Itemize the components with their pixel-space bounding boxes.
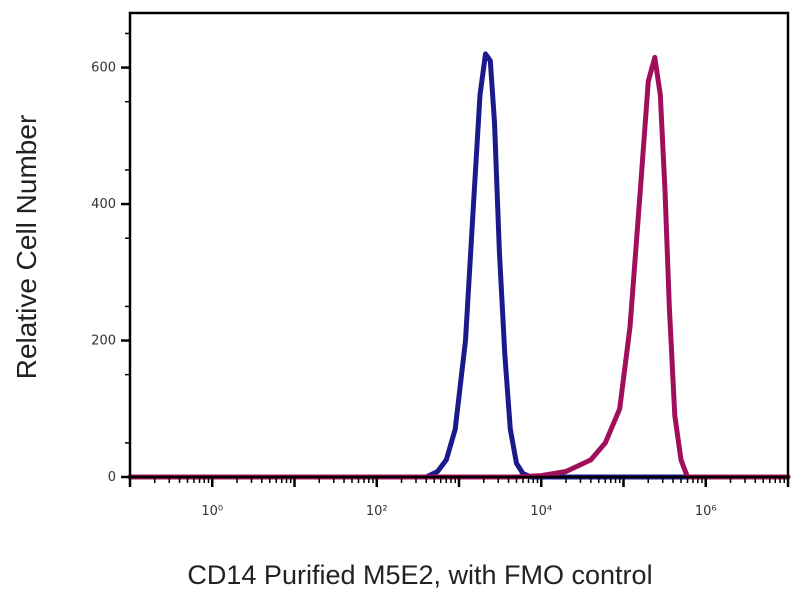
x-axis-title: CD14 Purified M5E2, with FMO control	[187, 560, 652, 590]
x-tick-label: 10⁴	[530, 504, 552, 519]
x-tick-label: 10⁰	[201, 504, 223, 519]
series-line-2	[127, 54, 791, 480]
x-tick-label: 10⁶	[695, 504, 717, 519]
y-tick-label: 0	[108, 470, 116, 485]
y-tick-label: 400	[91, 197, 116, 212]
y-tick-label: 200	[91, 334, 116, 349]
series-line-1	[127, 51, 791, 480]
y-axis-title: Relative Cell Number	[11, 115, 42, 380]
axes: 0 200 400 600 10⁰ 10² 10⁴ 10⁶	[91, 11, 790, 519]
x-tick-label: 10²	[366, 504, 388, 519]
y-tick-label: 600	[91, 61, 116, 76]
plot-area	[127, 51, 791, 480]
